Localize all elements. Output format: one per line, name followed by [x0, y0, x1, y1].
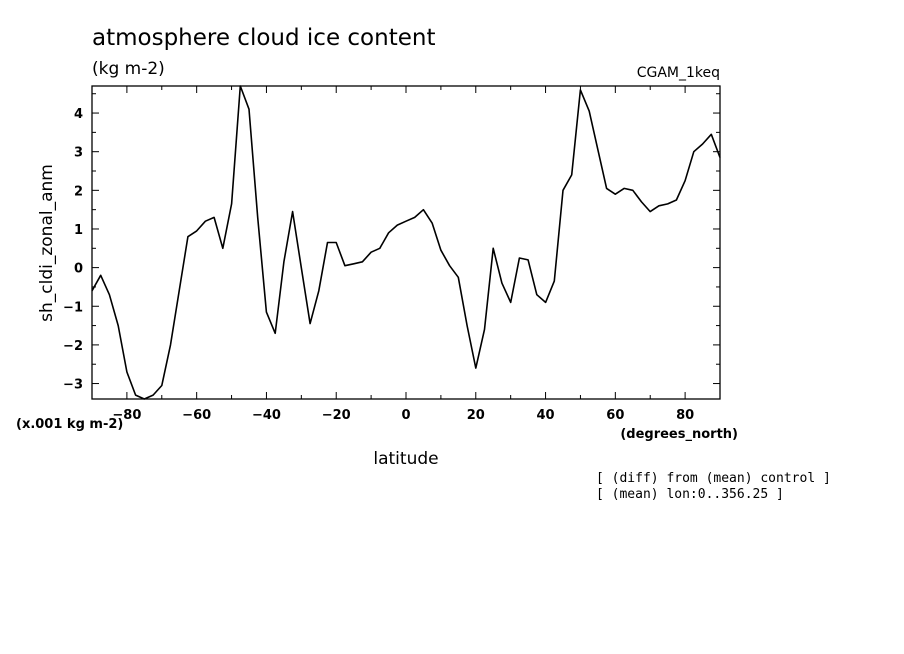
y-tick-label: −2 [63, 339, 83, 354]
chart-title: atmosphere cloud ice content [92, 25, 435, 51]
y-tick-label: −1 [63, 300, 83, 315]
x-tick-label: 60 [606, 408, 624, 423]
run-label: CGAM_1keq [637, 65, 720, 81]
y-tick-label: 3 [74, 146, 83, 161]
x-tick-label: −60 [182, 408, 211, 423]
scale-note: (x.001 kg m-2) [16, 417, 123, 432]
x-tick-label: −80 [112, 408, 141, 423]
y-tick-label: 4 [74, 107, 83, 122]
x-axis-label: latitude [373, 449, 438, 469]
x-tick-label: 20 [467, 408, 485, 423]
y-tick-label: −3 [63, 378, 83, 393]
x-tick-label: 0 [401, 408, 410, 423]
chart-units: (kg m-2) [92, 59, 165, 79]
y-tick-label: 1 [74, 223, 83, 238]
y-tick-label: 2 [74, 184, 83, 199]
x-tick-label: −20 [322, 408, 351, 423]
note-mean: [ (mean) lon:0..356.25 ] [596, 487, 784, 502]
series-line-1 [91, 85, 721, 400]
x-tick-label: 80 [676, 408, 694, 423]
x-units-label: (degrees_north) [620, 427, 738, 442]
y-tick-label: 0 [74, 262, 83, 277]
x-tick-label: −40 [252, 408, 281, 423]
note-diff: [ (diff) from (mean) control ] [596, 471, 831, 486]
y-axis-label: sh_cldi_zonal_anm [37, 164, 57, 322]
x-tick-label: 40 [537, 408, 555, 423]
